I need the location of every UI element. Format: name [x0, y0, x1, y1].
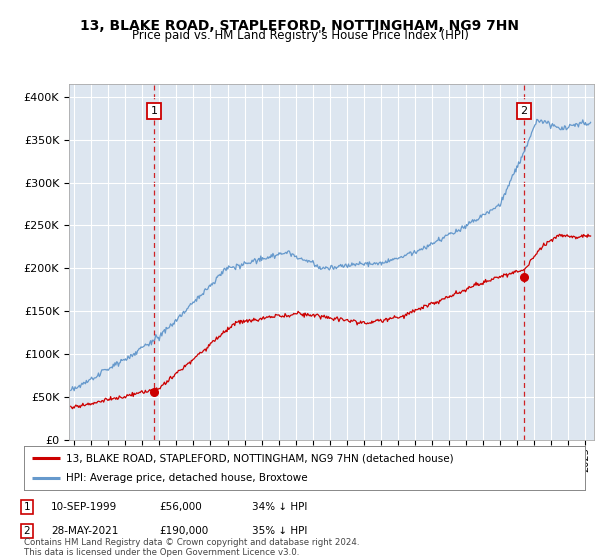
Text: 13, BLAKE ROAD, STAPLEFORD, NOTTINGHAM, NG9 7HN: 13, BLAKE ROAD, STAPLEFORD, NOTTINGHAM, …	[80, 19, 520, 33]
Text: Price paid vs. HM Land Registry's House Price Index (HPI): Price paid vs. HM Land Registry's House …	[131, 29, 469, 42]
Text: HPI: Average price, detached house, Broxtowe: HPI: Average price, detached house, Brox…	[66, 473, 308, 483]
Text: 2: 2	[23, 526, 31, 536]
Text: 35% ↓ HPI: 35% ↓ HPI	[252, 526, 307, 536]
Text: 1: 1	[151, 106, 158, 116]
Text: 34% ↓ HPI: 34% ↓ HPI	[252, 502, 307, 512]
Text: 1: 1	[23, 502, 31, 512]
Text: Contains HM Land Registry data © Crown copyright and database right 2024.
This d: Contains HM Land Registry data © Crown c…	[24, 538, 359, 557]
Text: £56,000: £56,000	[159, 502, 202, 512]
Text: 13, BLAKE ROAD, STAPLEFORD, NOTTINGHAM, NG9 7HN (detached house): 13, BLAKE ROAD, STAPLEFORD, NOTTINGHAM, …	[66, 453, 454, 463]
Text: 10-SEP-1999: 10-SEP-1999	[51, 502, 117, 512]
Text: 28-MAY-2021: 28-MAY-2021	[51, 526, 118, 536]
Text: £190,000: £190,000	[159, 526, 208, 536]
Text: 2: 2	[521, 106, 527, 116]
